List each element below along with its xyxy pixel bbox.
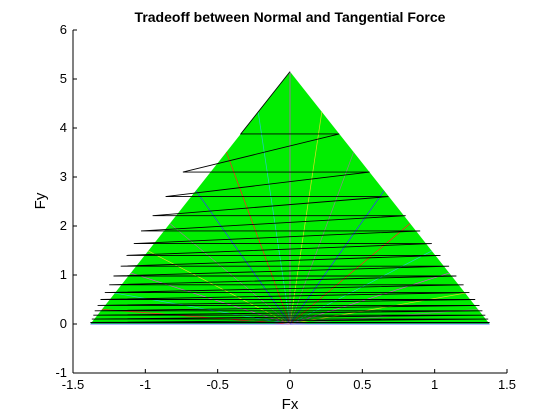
fan-ray [289,250,432,325]
fan-ray [101,308,291,325]
y-tick-label: 5 [60,71,67,86]
y-tick-label: -1 [55,365,67,380]
y-tick-label: 1 [60,267,67,282]
x-tick-label: 1.5 [498,377,516,392]
y-tick-label: 0 [60,316,67,331]
fan-ray [169,223,291,325]
chart-title: Tradeoff between Normal and Tangential F… [135,9,446,25]
y-tick-label: 2 [60,218,67,233]
fan-ray [148,250,291,325]
fan-ray [289,223,411,325]
y-tick-label: 6 [60,22,67,37]
x-tick-label: -0.5 [206,377,228,392]
zigzag-series [90,71,490,323]
x-axis-label: Fx [282,396,299,413]
x-tick-label: 1 [431,377,438,392]
x-tick-label: 0.5 [353,377,371,392]
y-axis-label: Fy [32,192,49,209]
y-tick-label: 4 [60,120,67,135]
plot-area [90,71,490,325]
x-tick-label: -1 [140,377,152,392]
x-tick-label: 0 [286,377,293,392]
y-tick-label: 3 [60,169,67,184]
fan-ray [195,190,291,325]
x-tick-label: -1.5 [62,377,84,392]
